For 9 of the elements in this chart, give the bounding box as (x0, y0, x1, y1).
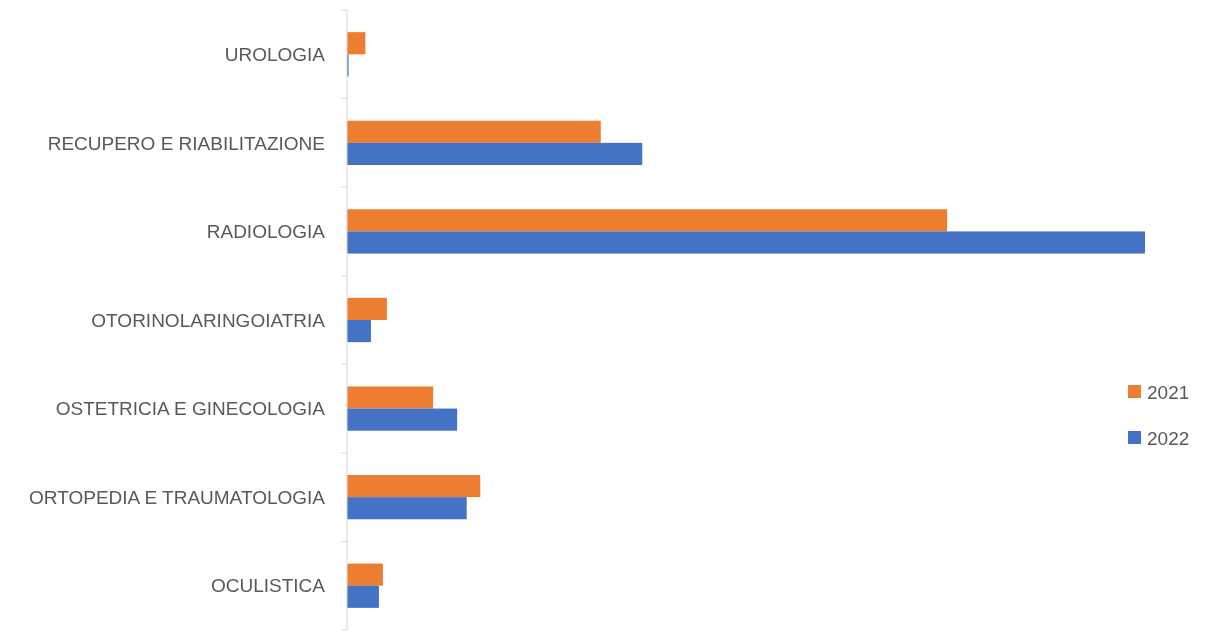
y-tick-label: OSTETRICIA E GINECOLOGIA (55, 398, 326, 420)
y-tick-label: RADIOLOGIA (206, 221, 326, 243)
y-tick-label: OTORINOLARINGOIATRIA (91, 309, 326, 331)
legend-label: 2022 (1147, 427, 1190, 449)
y-tick-label: ORTOPEDIA E TRAUMATOLOGIA (29, 486, 326, 508)
legend-label: 2021 (1147, 381, 1190, 403)
y-tick-label: OCULISTICA (210, 575, 326, 597)
y-tick-label: UROLOGIA (224, 43, 326, 65)
y-tick-label: RECUPERO E RIABILITAZIONE (47, 132, 325, 154)
